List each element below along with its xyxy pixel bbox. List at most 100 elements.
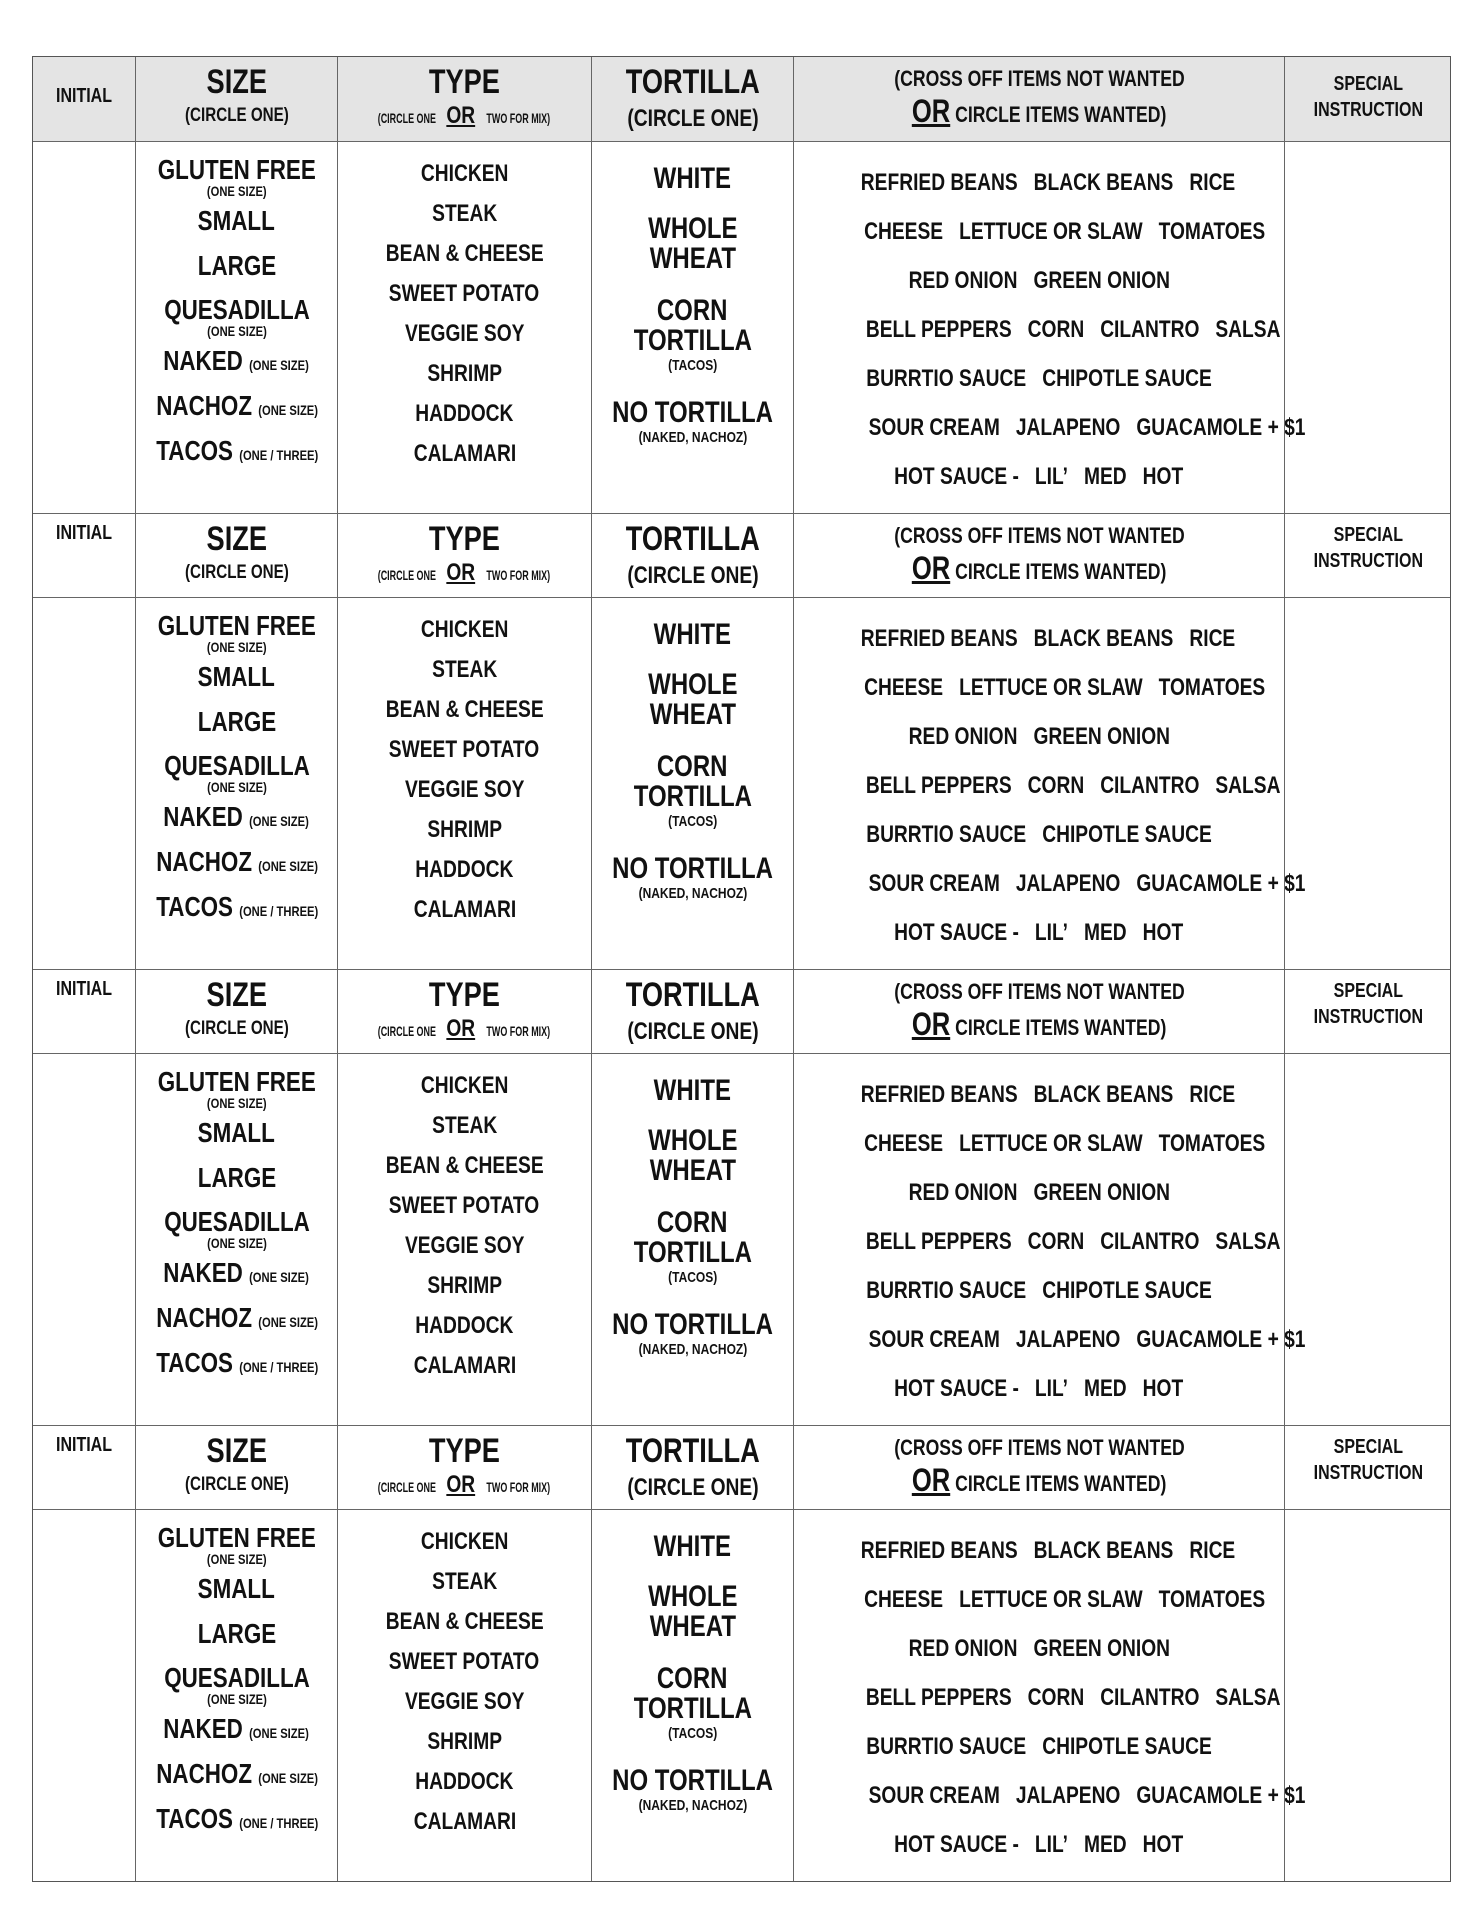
size-option[interactable]: NAKED (ONE SIZE): [136, 346, 337, 391]
type-option[interactable]: CHICKEN: [338, 610, 591, 650]
size-option[interactable]: LARGE: [136, 1163, 337, 1208]
topping-option[interactable]: JALAPENO: [1015, 414, 1121, 441]
topping-option[interactable]: HOT: [1142, 1375, 1184, 1402]
tortilla-option[interactable]: CORN TORTILLA (TACOS): [592, 1208, 793, 1288]
topping-option[interactable]: SALSA: [1215, 1684, 1281, 1711]
topping-option[interactable]: REFRIED BEANS: [860, 1081, 1018, 1108]
size-option[interactable]: NACHOZ (ONE SIZE): [136, 1303, 337, 1348]
topping-option[interactable]: CHIPOTLE SAUCE: [1042, 365, 1212, 392]
size-option[interactable]: LARGE: [136, 1619, 337, 1664]
type-option[interactable]: VEGGIE SOY: [338, 1682, 591, 1722]
topping-option[interactable]: LETTUCE OR SLAW: [959, 218, 1143, 245]
type-option[interactable]: SWEET POTATO: [338, 730, 591, 770]
topping-option[interactable]: RICE: [1189, 1081, 1236, 1108]
topping-option[interactable]: LIL’: [1035, 1375, 1069, 1402]
type-option[interactable]: HADDOCK: [338, 850, 591, 890]
topping-option[interactable]: LETTUCE OR SLAW: [959, 1586, 1143, 1613]
special-instruction-field[interactable]: [1284, 1054, 1452, 1425]
topping-option[interactable]: HOT: [1142, 1831, 1184, 1858]
topping-option[interactable]: BLACK BEANS: [1033, 625, 1174, 652]
topping-option[interactable]: REFRIED BEANS: [860, 625, 1018, 652]
size-option[interactable]: QUESADILLA (ONE SIZE): [136, 296, 337, 346]
topping-option[interactable]: BLACK BEANS: [1033, 169, 1174, 196]
topping-option[interactable]: SOUR CREAM: [868, 870, 1000, 897]
tortilla-option[interactable]: CORN TORTILLA (TACOS): [592, 296, 793, 376]
size-option[interactable]: SMALL: [136, 1574, 337, 1619]
topping-option[interactable]: BELL PEPPERS: [865, 1228, 1012, 1255]
tortilla-option[interactable]: WHOLE WHEAT: [592, 1582, 793, 1642]
topping-option[interactable]: LETTUCE OR SLAW: [959, 1130, 1143, 1157]
type-option[interactable]: SHRIMP: [338, 354, 591, 394]
topping-option[interactable]: LETTUCE OR SLAW: [959, 674, 1143, 701]
initial-field[interactable]: [33, 142, 135, 513]
topping-option[interactable]: JALAPENO: [1015, 1782, 1121, 1809]
type-option[interactable]: HADDOCK: [338, 394, 591, 434]
topping-option[interactable]: CHEESE: [864, 1586, 944, 1613]
topping-option[interactable]: JALAPENO: [1015, 1326, 1121, 1353]
topping-option[interactable]: GUACAMOLE + $1: [1136, 870, 1306, 897]
topping-option[interactable]: BURRTIO SAUCE: [866, 821, 1027, 848]
topping-option[interactable]: HOT SAUCE -: [894, 463, 1020, 490]
type-option[interactable]: CALAMARI: [338, 1802, 591, 1842]
topping-option[interactable]: TOMATOES: [1158, 1586, 1266, 1613]
topping-option[interactable]: BELL PEPPERS: [865, 316, 1012, 343]
tortilla-option[interactable]: WHITE: [592, 1532, 793, 1562]
topping-option[interactable]: RED ONION: [908, 723, 1018, 750]
type-option[interactable]: STEAK: [338, 650, 591, 690]
type-option[interactable]: BEAN & CHEESE: [338, 690, 591, 730]
topping-option[interactable]: CHIPOTLE SAUCE: [1042, 1733, 1212, 1760]
topping-option[interactable]: LIL’: [1035, 1831, 1069, 1858]
size-option[interactable]: LARGE: [136, 707, 337, 752]
initial-field[interactable]: [33, 1054, 135, 1425]
size-option[interactable]: NACHOZ (ONE SIZE): [136, 847, 337, 892]
topping-option[interactable]: GREEN ONION: [1033, 1635, 1170, 1662]
topping-option[interactable]: MED: [1084, 1831, 1127, 1858]
topping-option[interactable]: RED ONION: [908, 1635, 1018, 1662]
topping-option[interactable]: TOMATOES: [1158, 218, 1266, 245]
topping-option[interactable]: HOT: [1142, 919, 1184, 946]
size-option[interactable]: GLUTEN FREE (ONE SIZE): [136, 156, 337, 206]
topping-option[interactable]: GUACAMOLE + $1: [1136, 414, 1306, 441]
type-option[interactable]: CALAMARI: [338, 890, 591, 930]
topping-option[interactable]: CORN: [1027, 772, 1085, 799]
type-option[interactable]: STEAK: [338, 194, 591, 234]
type-option[interactable]: VEGGIE SOY: [338, 1226, 591, 1266]
initial-field[interactable]: [33, 1510, 135, 1881]
topping-option[interactable]: JALAPENO: [1015, 870, 1121, 897]
topping-option[interactable]: CORN: [1027, 316, 1085, 343]
topping-option[interactable]: TOMATOES: [1158, 1130, 1266, 1157]
topping-option[interactable]: SALSA: [1215, 772, 1281, 799]
topping-option[interactable]: HOT SAUCE -: [894, 1375, 1020, 1402]
type-option[interactable]: SHRIMP: [338, 810, 591, 850]
topping-option[interactable]: SOUR CREAM: [868, 414, 1000, 441]
topping-option[interactable]: CILANTRO: [1100, 316, 1200, 343]
topping-option[interactable]: BELL PEPPERS: [865, 772, 1012, 799]
size-option[interactable]: QUESADILLA (ONE SIZE): [136, 1208, 337, 1258]
topping-option[interactable]: BURRTIO SAUCE: [866, 1277, 1027, 1304]
topping-option[interactable]: CORN: [1027, 1228, 1085, 1255]
size-option[interactable]: GLUTEN FREE (ONE SIZE): [136, 1068, 337, 1118]
type-option[interactable]: HADDOCK: [338, 1762, 591, 1802]
tortilla-option[interactable]: NO TORTILLA (NAKED, NACHOZ): [592, 1766, 793, 1816]
type-option[interactable]: VEGGIE SOY: [338, 770, 591, 810]
size-option[interactable]: QUESADILLA (ONE SIZE): [136, 752, 337, 802]
type-option[interactable]: CALAMARI: [338, 1346, 591, 1386]
topping-option[interactable]: TOMATOES: [1158, 674, 1266, 701]
tortilla-option[interactable]: NO TORTILLA (NAKED, NACHOZ): [592, 1310, 793, 1360]
size-option[interactable]: GLUTEN FREE (ONE SIZE): [136, 612, 337, 662]
topping-option[interactable]: BURRTIO SAUCE: [866, 1733, 1027, 1760]
topping-option[interactable]: HOT SAUCE -: [894, 919, 1020, 946]
topping-option[interactable]: GUACAMOLE + $1: [1136, 1326, 1306, 1353]
size-option[interactable]: TACOS (ONE / THREE): [136, 1348, 337, 1393]
type-option[interactable]: CHICKEN: [338, 154, 591, 194]
topping-option[interactable]: LIL’: [1035, 463, 1069, 490]
size-option[interactable]: NACHOZ (ONE SIZE): [136, 391, 337, 436]
type-option[interactable]: SWEET POTATO: [338, 1186, 591, 1226]
type-option[interactable]: BEAN & CHEESE: [338, 1602, 591, 1642]
topping-option[interactable]: SOUR CREAM: [868, 1782, 1000, 1809]
size-option[interactable]: TACOS (ONE / THREE): [136, 892, 337, 937]
tortilla-option[interactable]: CORN TORTILLA (TACOS): [592, 752, 793, 832]
size-option[interactable]: TACOS (ONE / THREE): [136, 436, 337, 481]
size-option[interactable]: SMALL: [136, 206, 337, 251]
type-option[interactable]: VEGGIE SOY: [338, 314, 591, 354]
